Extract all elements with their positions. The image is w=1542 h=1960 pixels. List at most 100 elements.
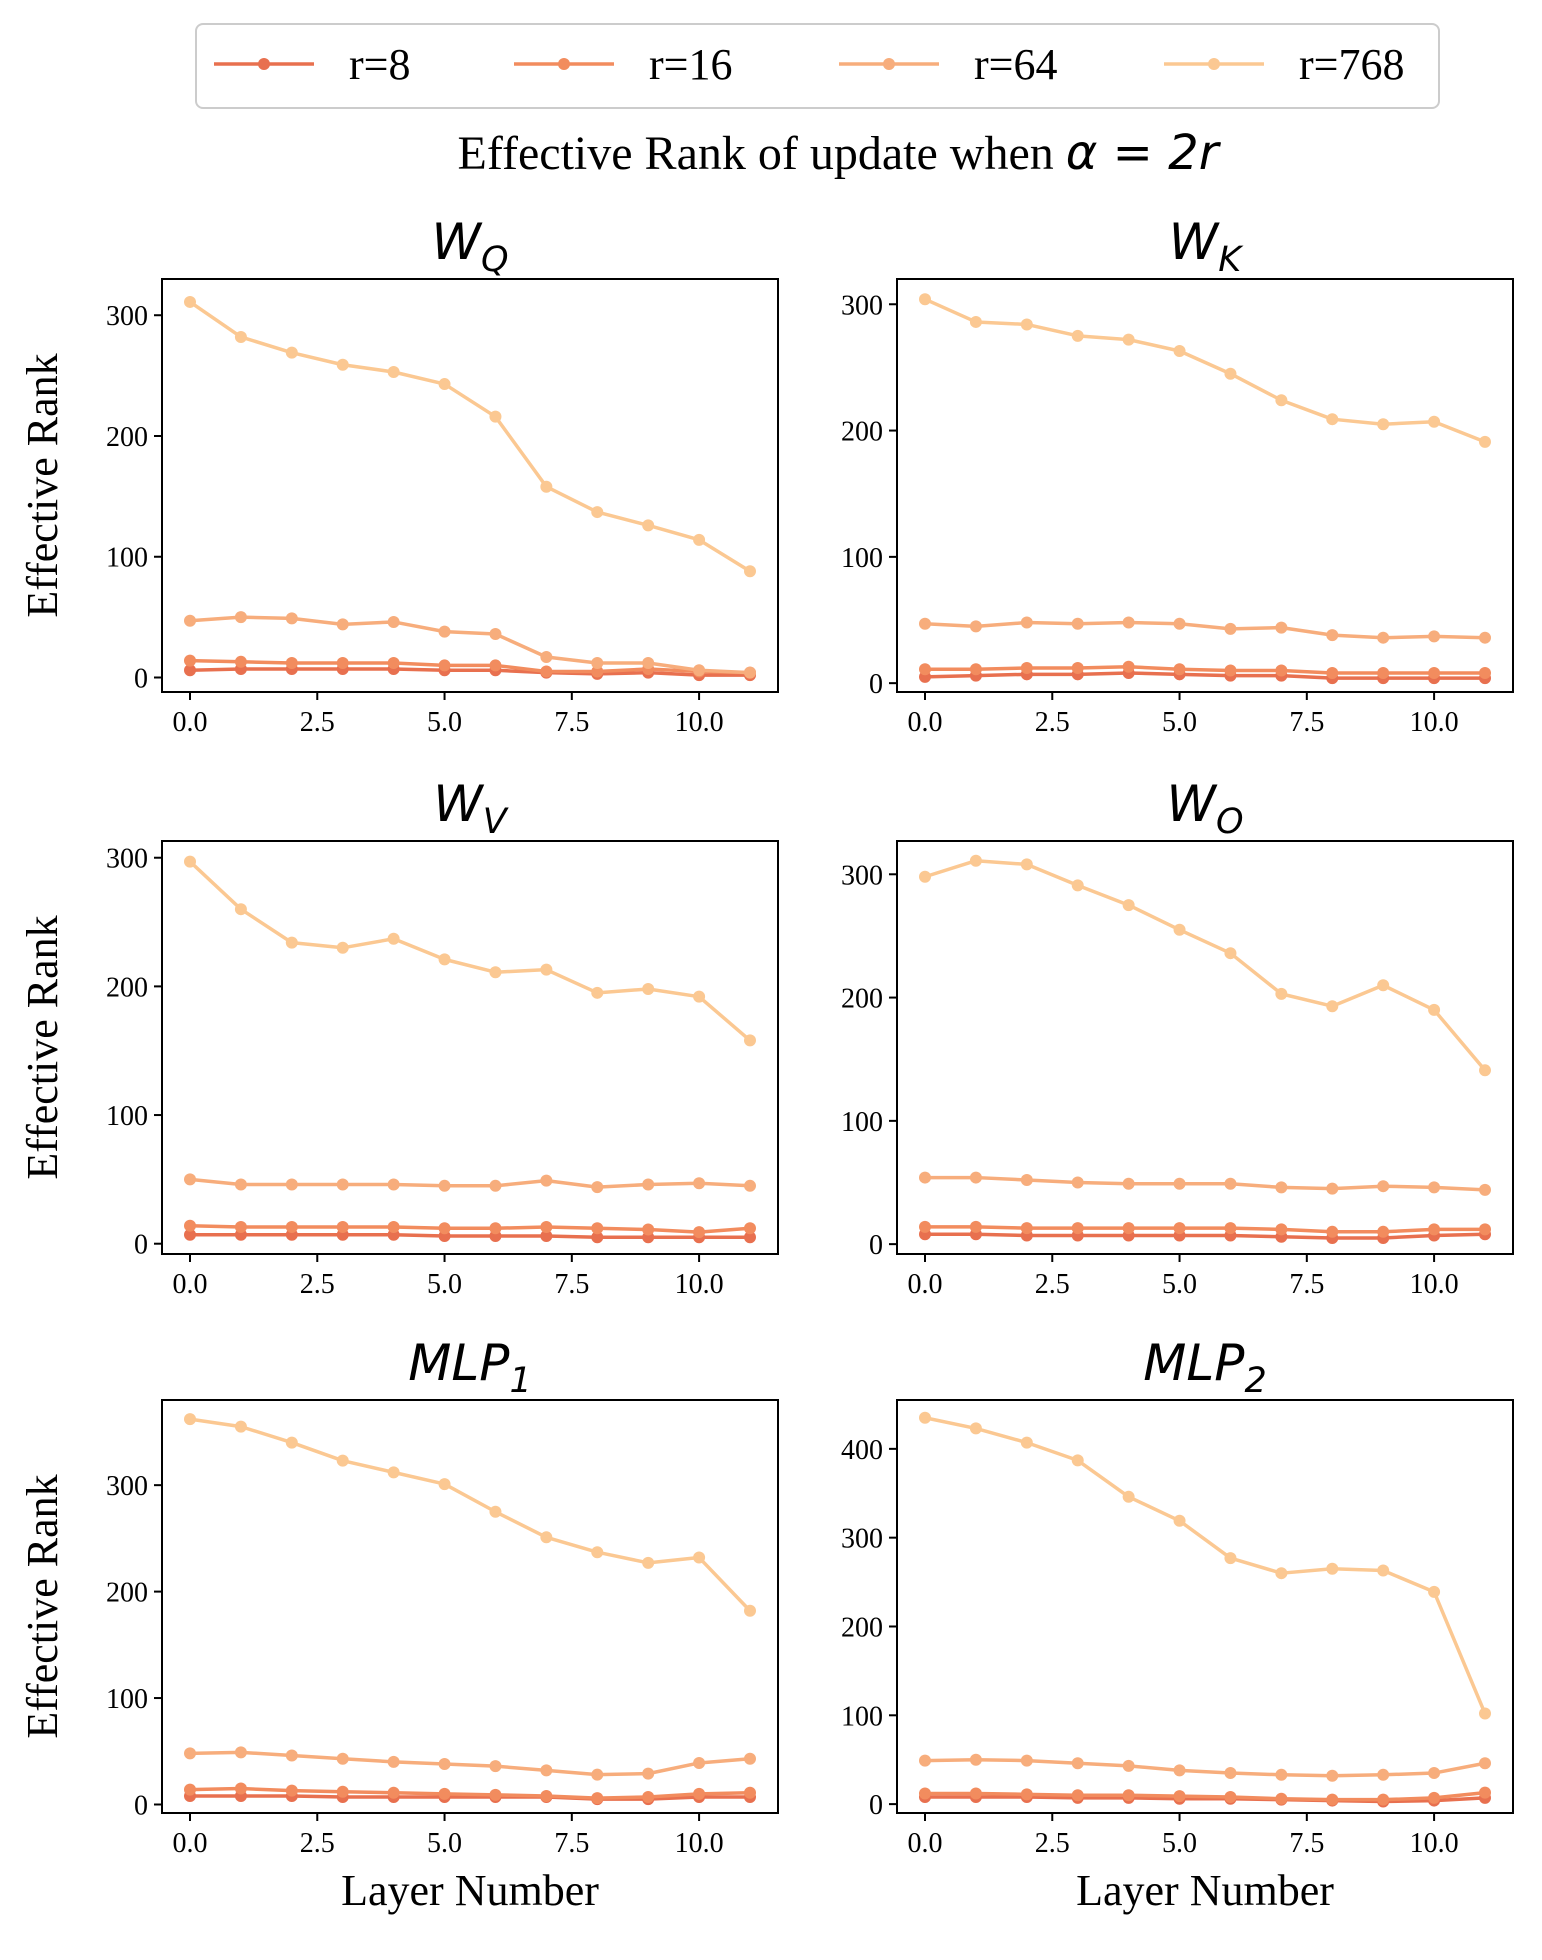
data-point-1-2-8 (1326, 629, 1339, 642)
data-point-1-2-5 (1173, 617, 1186, 630)
panel-title-4: MLP1 (408, 1334, 531, 1401)
data-point-5-3-3 (1071, 1454, 1084, 1467)
series-line-5-2 (924, 1757, 1486, 1778)
data-point-4-1-11 (744, 1786, 756, 1799)
data-point-1-2-2 (1020, 616, 1033, 629)
data-point-2-1-6 (489, 1222, 502, 1235)
data-point-0-2-5 (438, 625, 451, 638)
data-point-0-2-4 (387, 615, 400, 628)
data-point-2-1-4 (387, 1220, 400, 1233)
x-tick-label-1-1: 2.5 (1035, 707, 1070, 738)
data-point-3-3-3 (1071, 879, 1084, 892)
data-point-4-3-2 (285, 1436, 298, 1449)
data-point-3-1-6 (1224, 1222, 1237, 1235)
figure-title: Effective Rank of update when α = 2r (458, 125, 1222, 181)
y-axis-label-0: Effective Rank (18, 353, 67, 617)
data-point-3-1-11 (1479, 1223, 1491, 1236)
data-point-5-2-3 (1071, 1757, 1084, 1770)
data-point-5-2-5 (1173, 1764, 1186, 1777)
data-point-3-3-6 (1224, 947, 1237, 960)
data-point-1-1-11 (1479, 667, 1491, 680)
data-point-1-2-11 (1479, 631, 1491, 644)
data-point-4-2-9 (642, 1767, 655, 1780)
x-tick-label-3-0: 0.0 (908, 1269, 943, 1300)
series-line-2-0 (190, 1232, 750, 1240)
data-point-4-3-3 (336, 1454, 349, 1467)
data-point-2-0-11 (744, 1231, 756, 1244)
data-point-2-3-1 (234, 903, 247, 916)
data-point-2-2-2 (285, 1178, 298, 1191)
x-tick-label-0-4: 10.0 (675, 707, 724, 738)
series-line-0-0 (189, 667, 750, 677)
data-point-4-2-0 (184, 1747, 196, 1760)
data-point-2-1-7 (540, 1220, 553, 1233)
data-point-3-1-7 (1275, 1223, 1288, 1236)
data-point-1-1-8 (1326, 667, 1339, 680)
x-tick-label-2-0: 0.0 (173, 1269, 208, 1300)
data-point-5-2-6 (1224, 1767, 1237, 1780)
legend-entry-2: r=64 (839, 40, 1057, 89)
data-point-2-0-8 (591, 1231, 604, 1244)
data-point-4-1-9 (642, 1791, 655, 1804)
data-point-3-2-8 (1326, 1182, 1339, 1195)
data-point-2-2-0 (184, 1173, 196, 1186)
data-point-2-2-11 (744, 1179, 756, 1192)
data-point-0-0-0 (184, 664, 196, 677)
data-point-5-3-5 (1173, 1514, 1186, 1527)
data-point-5-2-9 (1377, 1768, 1390, 1781)
data-point-1-2-0 (919, 617, 931, 630)
data-point-2-0-7 (540, 1229, 553, 1242)
data-point-5-1-8 (1326, 1793, 1339, 1806)
y-tick-label-2-2: 200 (106, 972, 148, 1003)
data-point-0-3-8 (591, 506, 604, 519)
panel-0: WQ 0.0 2.5 5.0 7.5 10.0 0 100 200 300 Effective Ra… (18, 213, 779, 738)
data-point-4-3-0 (184, 1413, 196, 1426)
data-point-1-3-6 (1224, 367, 1237, 380)
data-point-4-3-7 (540, 1531, 553, 1544)
data-point-1-1-7 (1275, 664, 1288, 677)
legend-entry-3: r=768 (1164, 40, 1404, 89)
series-line-4-1 (189, 1786, 751, 1800)
data-point-3-1-1 (969, 1220, 982, 1233)
data-point-2-1-3 (336, 1220, 349, 1233)
data-point-0-3-3 (336, 358, 349, 371)
data-point-0-2-11 (744, 666, 756, 679)
y-tick-label-2-1: 100 (106, 1101, 148, 1132)
y-tick-label-3-0: 0 (869, 1230, 883, 1261)
data-point-4-1-7 (540, 1789, 553, 1802)
data-point-1-1-6 (1224, 664, 1237, 677)
data-point-1-1-3 (1071, 662, 1084, 675)
data-point-3-3-7 (1275, 987, 1288, 1000)
y-tick-label-3-2: 200 (841, 984, 883, 1015)
data-point-2-0-0 (184, 1228, 196, 1241)
data-point-5-1-6 (1224, 1791, 1237, 1804)
data-point-2-2-8 (591, 1181, 604, 1194)
data-point-1-1-10 (1428, 667, 1441, 680)
legend-entry-0: r=8 (214, 40, 410, 89)
series-line-3-1 (925, 1225, 1485, 1234)
data-point-1-3-1 (969, 315, 982, 328)
panel-title-base-4: MLP (408, 1334, 510, 1392)
data-point-2-2-6 (489, 1179, 502, 1192)
y-tick-label-4-1: 100 (106, 1684, 148, 1715)
data-point-3-1-8 (1326, 1225, 1339, 1238)
panel-1: WK 0.0 2.5 5.0 7.5 10.0 0 100 200 300 (841, 213, 1514, 738)
series-line-5-3 (924, 1416, 1487, 1715)
figure-title-math: α = 2r (1066, 125, 1222, 181)
x-tick-label-0-0: 0.0 (173, 707, 208, 738)
x-tick-label-3-4: 10.0 (1410, 1269, 1459, 1300)
data-point-1-2-10 (1428, 630, 1441, 643)
data-point-0-3-5 (438, 378, 451, 391)
data-point-4-3-10 (693, 1551, 706, 1564)
data-point-2-2-10 (693, 1177, 706, 1190)
data-point-5-1-1 (969, 1787, 982, 1800)
data-point-4-2-1 (234, 1746, 247, 1759)
data-point-4-1-4 (387, 1786, 400, 1799)
data-point-1-2-4 (1122, 616, 1135, 629)
data-point-3-2-4 (1122, 1177, 1135, 1190)
legend: r=8 r=16 r=64 r=768 (195, 23, 1440, 109)
data-point-0-3-10 (693, 533, 706, 546)
data-point-0-2-6 (489, 628, 502, 641)
data-point-5-1-0 (919, 1787, 931, 1800)
